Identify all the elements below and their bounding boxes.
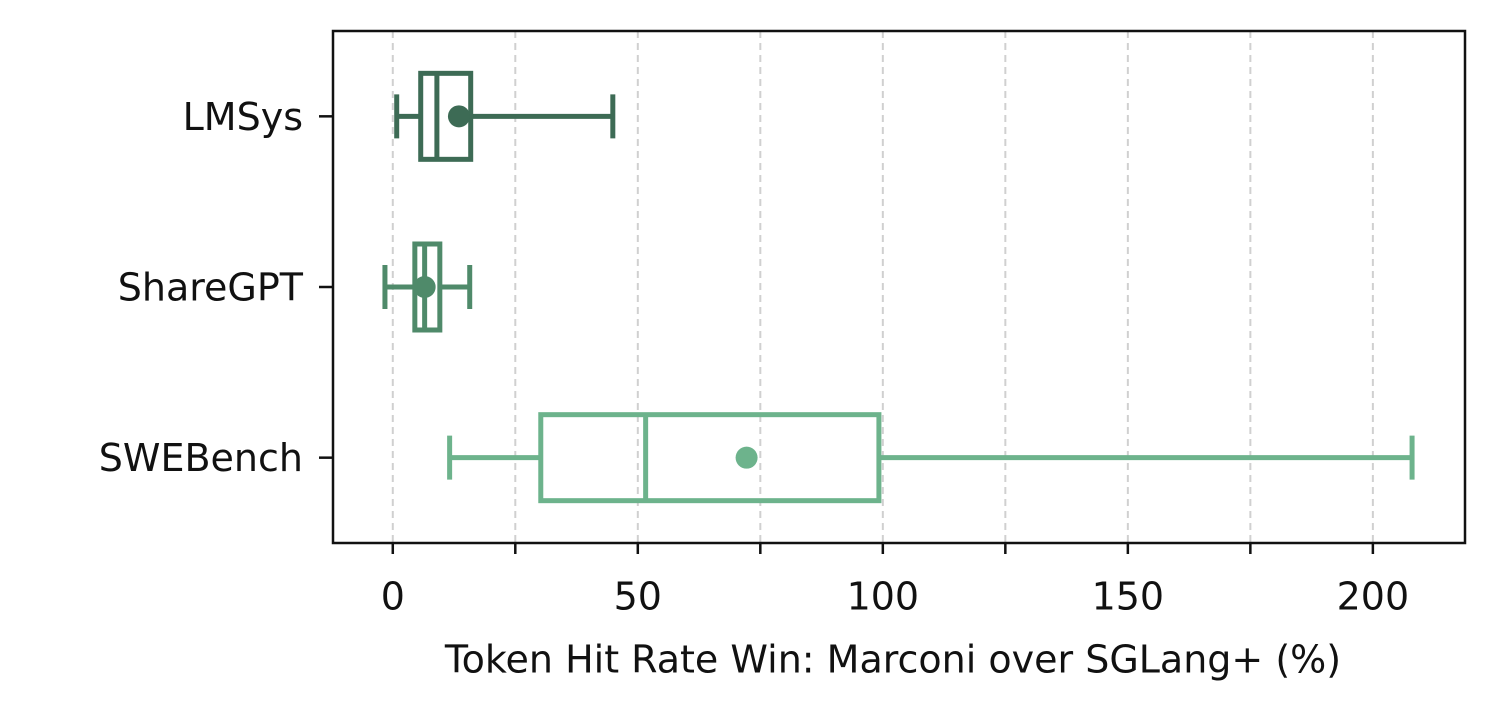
x-tick-label: 100: [847, 575, 920, 619]
y-tick-label: SWEBench: [99, 436, 303, 480]
x-tick-label: 0: [381, 575, 405, 619]
mean-marker: [735, 446, 758, 469]
x-tick-label: 200: [1337, 575, 1410, 619]
x-tick-label: 150: [1092, 575, 1165, 619]
mean-marker: [447, 105, 470, 128]
box: [538, 412, 882, 504]
y-tick-label: LMSys: [183, 95, 303, 139]
mean-marker: [413, 276, 436, 298]
box: [418, 70, 474, 162]
x-axis-label: Token Hit Rate Win: Marconi over SGLang+…: [444, 638, 1341, 682]
y-tick-label: ShareGPT: [118, 266, 304, 310]
x-tick-label: 50: [614, 575, 662, 619]
axes-frame: [331, 29, 1467, 545]
